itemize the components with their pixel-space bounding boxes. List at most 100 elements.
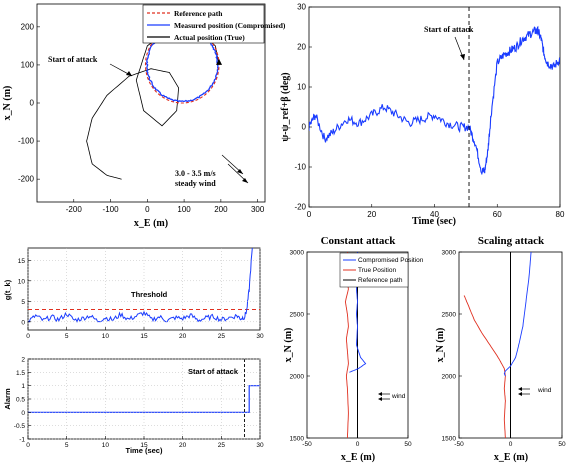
x-tick-label: 0 (356, 441, 360, 448)
heading-xlabel: Time (sec) (412, 216, 456, 227)
scaling-attack-panel: Scaling attack -50 0 50 1500 2000 2500 3000 wi… (435, 235, 566, 463)
y-tick-label: 2000 (290, 374, 305, 381)
y-tick-label: 0 (21, 410, 25, 417)
x-tick-label: 0 (26, 333, 30, 340)
y-tick-label: 0 (21, 319, 25, 326)
g-statistic-panel: 0 5 10 15 20 25 30 0 5 10 15 Threshold g(t_k) (3, 247, 264, 340)
x-tick-label: 0 (26, 442, 30, 449)
x-tick-label: -50 (302, 441, 312, 448)
alarm-panel: 0 5 10 15 20 25 30 -1 -0.5 0 0.5 1 1.5 2 Start of att… (3, 357, 264, 456)
trajectory-legend: Reference path Measured position (Compro… (142, 4, 286, 44)
constant-attack-title: Constant attack (321, 235, 397, 247)
x-tick-label: 50 (404, 441, 412, 448)
scaling-wind-label: wind (537, 387, 552, 394)
y-tick-label: 200 (21, 22, 35, 31)
constant-wind-arrowhead-1 (378, 392, 382, 396)
y-tick-label: 30 (297, 3, 306, 12)
x-tick-label: -100 (103, 205, 120, 214)
y-tick-label: -200 (18, 175, 35, 184)
scaling-attack-ylabel: x_N (m) (435, 328, 446, 363)
y-tick-label: 15 (18, 258, 26, 265)
y-tick-label: 2500 (290, 312, 305, 319)
legend-label-compromised: Compromised Position (358, 257, 424, 264)
g-statistic-ylabel: g(t_k) (3, 279, 12, 300)
y-tick-label: 100 (21, 60, 35, 69)
x-tick-label: 20 (179, 333, 187, 340)
alarm-attack-label: Start of attack (188, 367, 239, 376)
trajectory-ticks: -200 -100 0 100 200 300 -200 -100 0 100 200 (18, 22, 265, 214)
y-tick-label: 1500 (290, 436, 305, 443)
legend-label-reference: Reference path (174, 9, 223, 18)
wind-arrowhead-1 (237, 169, 243, 174)
trajectory-marks (86, 26, 223, 180)
scaling-wind-arrowhead-1 (518, 387, 522, 391)
x-tick-label: 10 (102, 442, 110, 449)
x-tick-label: 25 (218, 442, 226, 449)
true-position-line (463, 295, 506, 438)
x-tick-label: 40 (430, 210, 439, 219)
x-tick-label: 30 (256, 442, 264, 449)
x-tick-label: -200 (66, 205, 83, 214)
y-tick-label: 1 (21, 383, 25, 390)
x-tick-label: 100 (177, 205, 191, 214)
wind-arrowhead-2 (242, 178, 248, 183)
x-tick-label: 25 (218, 333, 226, 340)
heading-panel: 0 20 40 60 80 -20 -10 0 10 20 30 Start of attack T… (280, 3, 565, 228)
reference-path-line (144, 26, 220, 104)
legend-label-reference-path: Reference path (358, 277, 403, 284)
heading-attack-label: Start of attack (424, 25, 474, 34)
constant-attack-ylabel: x_N (m) (283, 328, 294, 363)
constant-attack-ticks: -50 0 50 1500 2000 2500 3000 (290, 250, 412, 449)
heading-frame (308, 6, 561, 208)
x-tick-label: 80 (556, 210, 565, 219)
scaling-attack-title: Scaling attack (478, 235, 545, 247)
actual-position-line (86, 28, 220, 180)
x-tick-label: 5 (65, 442, 69, 449)
trajectory-attack-arrowhead (126, 71, 132, 76)
direction-arrowhead (216, 58, 223, 65)
x-tick-label: 60 (493, 210, 502, 219)
constant-attack-panel: Constant attack -50 0 50 1500 2000 2500 3000 C… (283, 235, 424, 463)
x-tick-label: 5 (65, 333, 69, 340)
y-tick-label: 2000 (442, 374, 457, 381)
y-tick-label: -1 (19, 437, 25, 444)
x-tick-label: 20 (367, 210, 376, 219)
y-tick-label: 3000 (290, 250, 305, 257)
y-tick-label: 10 (297, 83, 306, 92)
alarm-ylabel: Alarm (3, 388, 12, 410)
scaling-attack-marks (463, 252, 532, 438)
heading-marks (309, 7, 560, 207)
constant-wind-arrowhead-2 (378, 397, 382, 401)
g-statistic-line (28, 248, 253, 323)
y-tick-label: 20 (297, 43, 306, 52)
trajectory-wind-speed: 3.0 - 3.5 m/s (175, 169, 216, 178)
constant-wind-label: wind (391, 393, 406, 400)
compromised-position-line (503, 252, 532, 377)
heading-ylabel: ψ-ψ_ref+β (deg) (280, 72, 291, 141)
y-tick-label: 0.5 (16, 397, 25, 404)
y-tick-label: 2 (21, 357, 25, 364)
heading-error-line (309, 25, 560, 175)
x-tick-label: 200 (214, 205, 228, 214)
trajectory-attack-label: Start of attack (48, 55, 98, 64)
x-tick-label: 50 (558, 441, 566, 448)
x-tick-label: 15 (140, 333, 148, 340)
legend-label-measured: Measured position (Compromised) (174, 21, 286, 30)
y-tick-label: -100 (18, 137, 35, 146)
heading-attack-arrowhead (460, 54, 465, 60)
x-tick-label: 0 (509, 441, 513, 448)
trajectory-wind-label: steady wind (175, 179, 216, 188)
y-tick-label: 0 (302, 123, 307, 132)
x-tick-label: 0 (145, 205, 150, 214)
alarm-ticks: 0 5 10 15 20 25 30 -1 -0.5 0 0.5 1 1.5 2 (14, 357, 264, 450)
trajectory-xlabel: x_E (m) (134, 218, 168, 229)
y-tick-label: -20 (294, 203, 306, 212)
x-tick-label: -50 (454, 441, 464, 448)
y-tick-label: 10 (18, 278, 26, 285)
g-statistic-ticks: 0 5 10 15 20 25 30 0 5 10 15 (18, 248, 264, 340)
scaling-wind-arrowhead-2 (518, 392, 522, 396)
legend-label-actual: Actual position (True) (174, 33, 245, 42)
x-tick-label: 0 (307, 210, 312, 219)
scaling-attack-ticks: -50 0 50 1500 2000 2500 3000 (442, 250, 566, 449)
